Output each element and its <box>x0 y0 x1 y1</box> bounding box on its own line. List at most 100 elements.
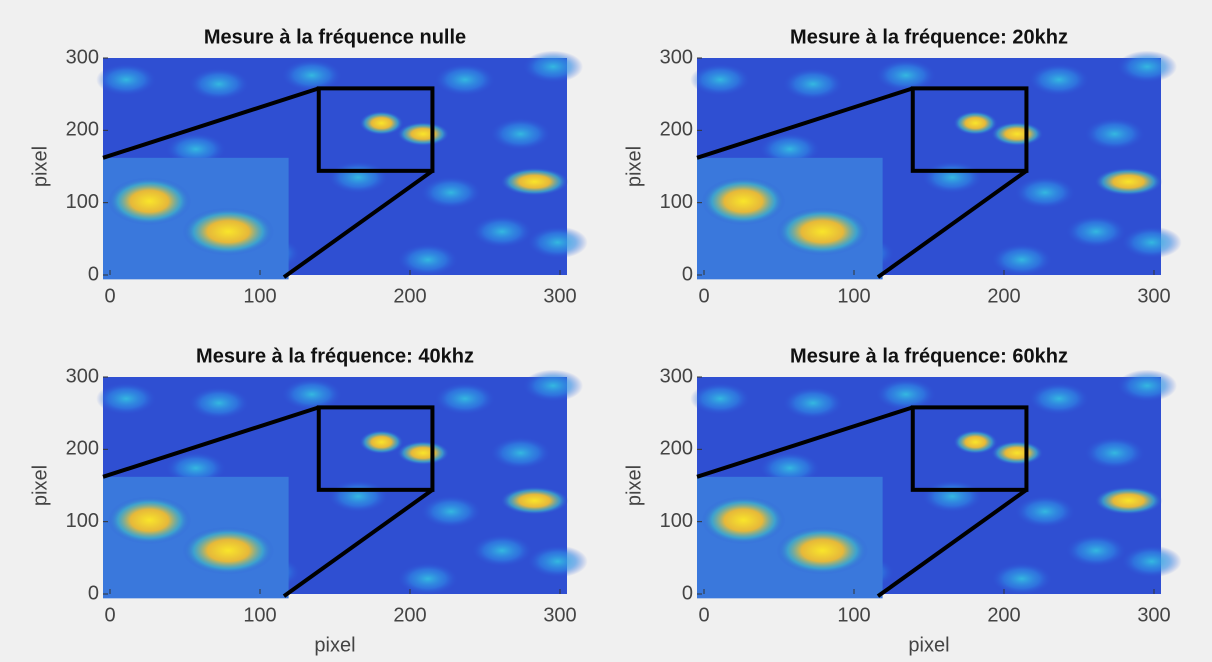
blob <box>189 68 249 101</box>
x-tick-label: 100 <box>243 285 276 307</box>
blob <box>690 63 751 96</box>
blob <box>1084 436 1145 469</box>
blob <box>281 59 342 92</box>
hot-spot <box>953 111 998 136</box>
title: Mesure à la fréquence nulle <box>204 26 466 48</box>
blob <box>1015 176 1075 209</box>
hot-spot <box>953 430 998 455</box>
blob <box>328 480 389 513</box>
y-tick-label: 200 <box>66 438 99 460</box>
blob <box>1066 215 1127 248</box>
zoom-line <box>696 86 914 160</box>
inset-spot <box>107 177 192 226</box>
y-axis-label: pixel <box>29 146 51 187</box>
y-tick-label: 300 <box>660 365 693 387</box>
x-tick-label: 300 <box>543 604 576 626</box>
x-tick-label: 200 <box>987 285 1020 307</box>
hot-spot <box>1094 167 1163 196</box>
blob <box>875 378 936 411</box>
y-tick-label: 100 <box>66 510 99 532</box>
y-tick-label: 100 <box>660 191 693 213</box>
title: Mesure à la fréquence: 20khz <box>790 26 1068 48</box>
heatmap <box>96 50 588 280</box>
y-axis-label: pixel <box>623 465 645 506</box>
title: Mesure à la fréquence: 60khz <box>790 345 1068 367</box>
blob <box>434 63 495 96</box>
x-tick-label: 100 <box>243 604 276 626</box>
blob <box>690 382 751 415</box>
x-tick-label: 300 <box>543 285 576 307</box>
blob <box>991 243 1052 276</box>
blob <box>96 63 157 96</box>
zoom-line <box>282 488 434 598</box>
blob <box>421 176 481 209</box>
x-axis-label: pixel <box>314 634 355 656</box>
inset-spot <box>182 207 275 256</box>
zoom-line <box>102 405 320 479</box>
hot-spot <box>991 440 1044 465</box>
blob <box>328 161 389 194</box>
zoom-line <box>102 86 320 160</box>
y-tick-label: 0 <box>682 582 693 604</box>
blob <box>165 452 226 485</box>
blob <box>875 59 936 92</box>
y-tick-label: 300 <box>66 46 99 68</box>
y-tick-label: 100 <box>660 510 693 532</box>
y-axis-label: pixel <box>623 146 645 187</box>
hot-spot <box>991 121 1044 146</box>
x-tick-label: 0 <box>104 285 115 307</box>
blob <box>281 378 342 411</box>
zoom-box <box>316 405 435 492</box>
hot-spot <box>397 440 450 465</box>
blob <box>421 495 481 528</box>
blob <box>759 133 820 166</box>
heatmap <box>690 50 1182 280</box>
blob <box>165 133 226 166</box>
blob <box>1028 382 1089 415</box>
inset-spot <box>776 207 869 256</box>
x-tick-label: 200 <box>393 604 426 626</box>
blob <box>523 50 584 83</box>
blob <box>527 226 588 259</box>
blob <box>783 68 843 101</box>
x-tick-label: 300 <box>1137 604 1170 626</box>
blob <box>1084 117 1145 150</box>
y-tick-label: 300 <box>660 46 693 68</box>
blob <box>490 117 551 150</box>
blob <box>1117 369 1178 402</box>
blob <box>527 545 588 578</box>
x-tick-label: 100 <box>837 604 870 626</box>
heatmap <box>96 369 588 599</box>
x-tick-label: 300 <box>1137 285 1170 307</box>
zoom-line <box>876 169 1028 279</box>
blob <box>1028 63 1089 96</box>
hot-spot <box>359 430 404 455</box>
zoom-line <box>696 405 914 479</box>
hot-spot <box>500 486 569 515</box>
blob <box>991 562 1052 595</box>
zoom-line <box>876 488 1028 598</box>
y-tick-label: 300 <box>66 365 99 387</box>
inset-spot <box>776 526 869 575</box>
y-tick-label: 100 <box>66 191 99 213</box>
inset-spot <box>701 496 786 545</box>
blob <box>397 562 458 595</box>
zoom-box <box>910 405 1029 492</box>
x-tick-label: 100 <box>837 285 870 307</box>
hot-spot <box>1094 486 1163 515</box>
title: Mesure à la fréquence: 40khz <box>196 345 474 367</box>
inset-spot <box>182 526 275 575</box>
zoom-line <box>282 169 434 279</box>
zoom-box <box>316 86 435 173</box>
blob <box>1121 545 1182 578</box>
blob <box>922 161 983 194</box>
x-tick-label: 0 <box>698 285 709 307</box>
y-tick-label: 200 <box>660 438 693 460</box>
blob <box>434 382 495 415</box>
blob <box>1121 226 1182 259</box>
blob <box>922 480 983 513</box>
blob <box>1117 50 1178 83</box>
zoom-box <box>910 86 1029 173</box>
x-tick-label: 0 <box>104 604 115 626</box>
